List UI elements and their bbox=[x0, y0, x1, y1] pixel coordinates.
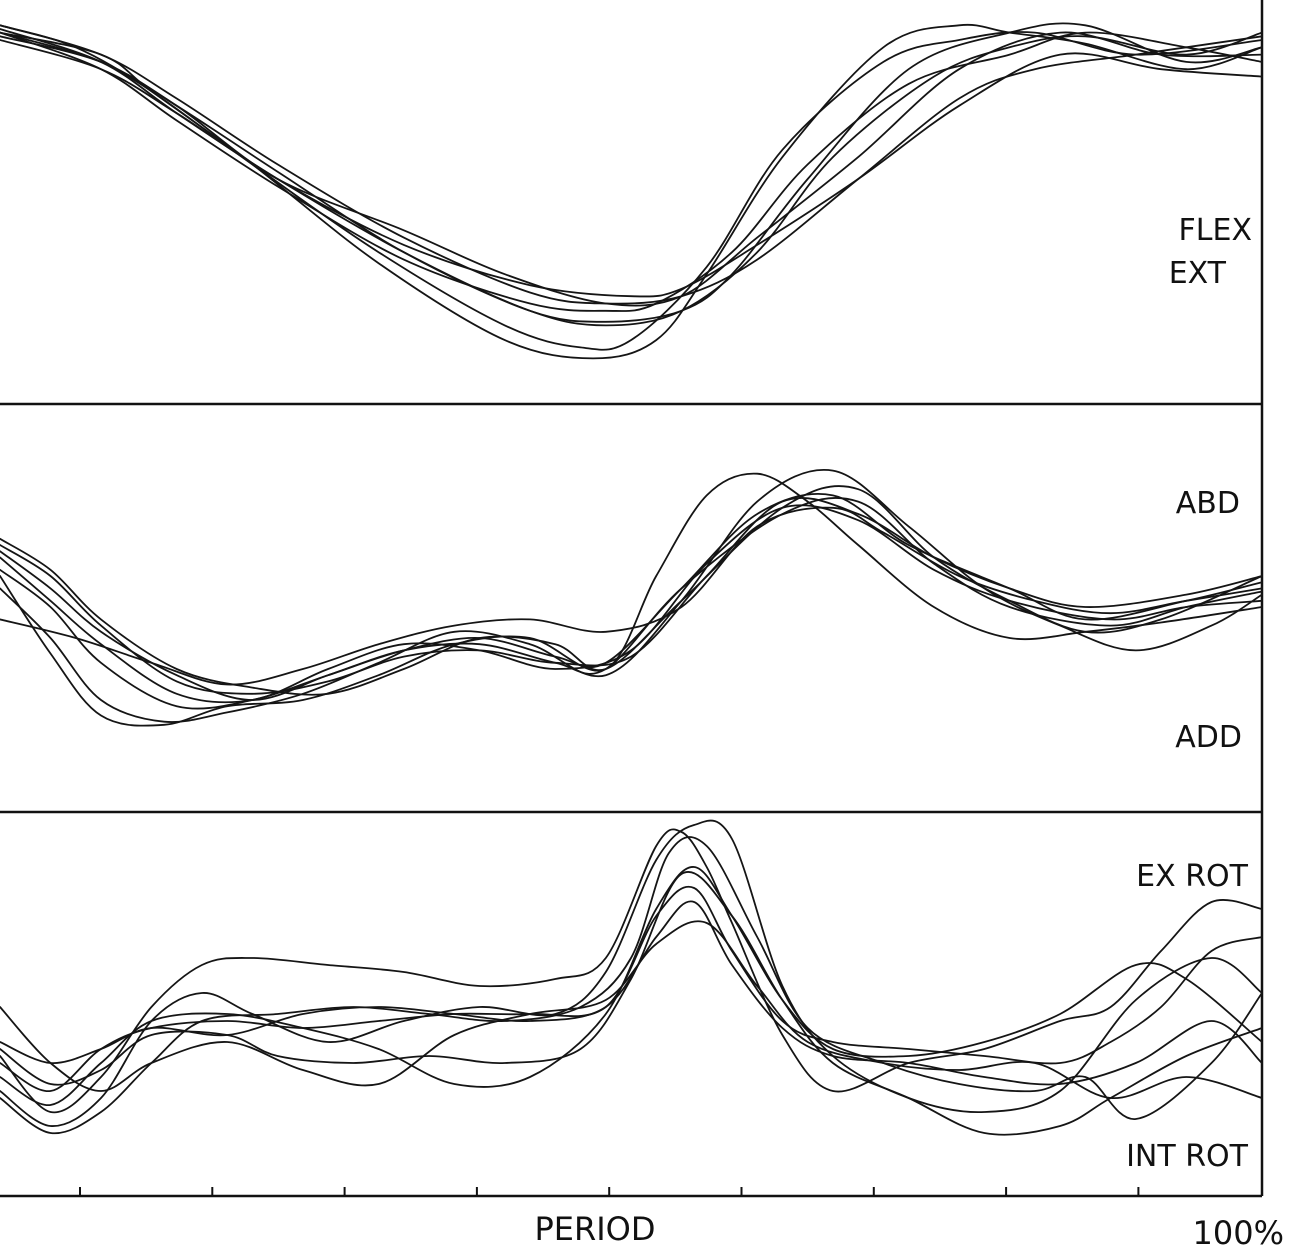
rotation-trace-8 bbox=[0, 871, 1263, 1136]
chart-frame bbox=[0, 0, 1264, 1198]
abd-add-trace-2 bbox=[0, 468, 1263, 723]
label-int-rot: INT ROT bbox=[1126, 1139, 1249, 1174]
rotation-trace-5 bbox=[0, 885, 1263, 1092]
panel-rotation-traces bbox=[0, 819, 1263, 1136]
abd-add-trace-6 bbox=[0, 504, 1263, 704]
flex-ext-trace-8 bbox=[0, 39, 1263, 298]
abd-add-trace-5 bbox=[0, 497, 1263, 695]
rotation-trace-2 bbox=[0, 819, 1263, 1127]
rotation-trace-3 bbox=[0, 836, 1263, 1135]
flex-ext-trace-4 bbox=[0, 22, 1263, 323]
panel-abd-add-traces bbox=[0, 468, 1263, 727]
flex-ext-trace-7 bbox=[0, 31, 1263, 307]
flex-ext-trace-5 bbox=[0, 31, 1263, 312]
abd-add-trace-8 bbox=[0, 506, 1263, 686]
label-ext: EXT bbox=[1169, 256, 1227, 291]
rotation-trace-7 bbox=[0, 920, 1263, 1099]
abd-add-trace-4 bbox=[0, 492, 1263, 701]
abd-add-trace-7 bbox=[0, 496, 1263, 710]
rotation-trace-6 bbox=[0, 900, 1263, 1086]
x-axis-ticks bbox=[79, 1187, 1140, 1196]
flex-ext-trace-2 bbox=[0, 24, 1263, 351]
panel-flex-ext-traces bbox=[0, 22, 1263, 360]
flex-ext-trace-1 bbox=[0, 23, 1263, 360]
flex-ext-trace-3 bbox=[0, 28, 1263, 327]
flex-ext-trace-6 bbox=[0, 24, 1263, 305]
x-axis-end-label: 100% bbox=[1193, 1214, 1284, 1251]
label-add: ADD bbox=[1175, 720, 1242, 755]
rotation-trace-1 bbox=[0, 828, 1263, 1114]
x-axis-title: PERIOD bbox=[534, 1210, 655, 1248]
abd-add-trace-1 bbox=[0, 472, 1263, 727]
label-flex: FLEX bbox=[1179, 213, 1252, 248]
abd-add-trace-3 bbox=[0, 485, 1263, 696]
label-abd: ABD bbox=[1176, 486, 1240, 521]
rotation-trace-4 bbox=[0, 866, 1263, 1106]
trace-groups bbox=[0, 22, 1263, 1136]
label-ex-rot: EX ROT bbox=[1136, 859, 1249, 894]
